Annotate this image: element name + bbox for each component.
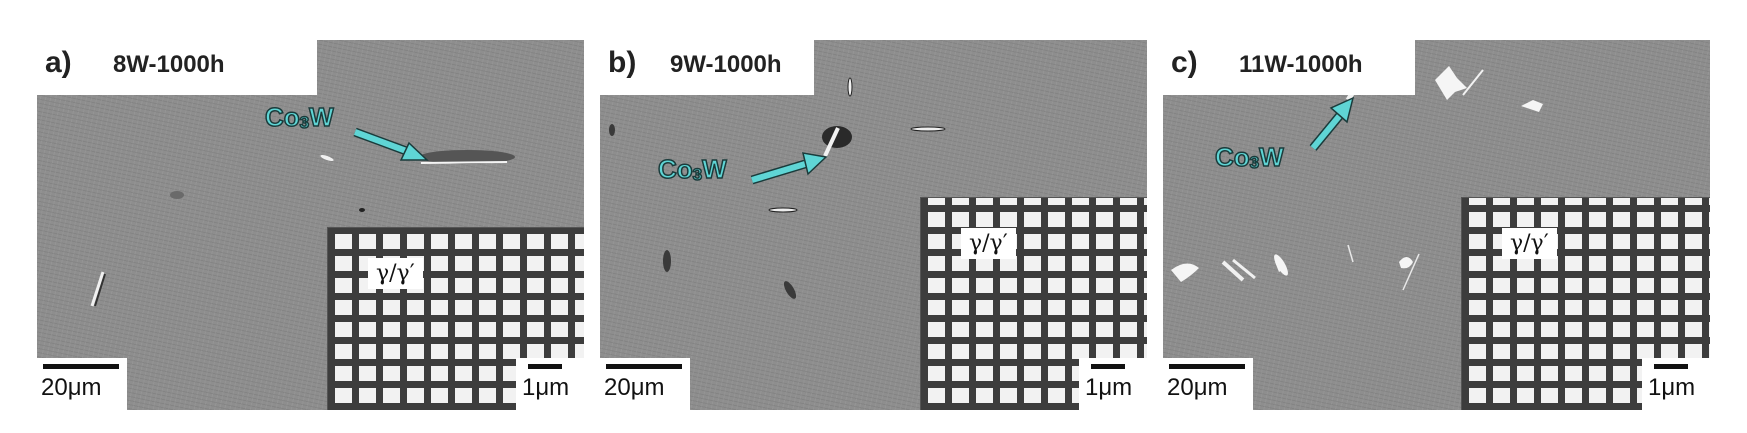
panel-header: b) 9W-1000h	[600, 40, 814, 95]
scale-bar-main: 20μm	[1163, 358, 1253, 410]
co3w-annotation: Co3W	[264, 101, 334, 133]
scale-bar-line	[528, 364, 562, 369]
scale-bar-label: 20μm	[1167, 374, 1228, 401]
tem-inset: γ/γ′ 1μm	[1461, 197, 1710, 410]
scale-bar-line	[1654, 364, 1688, 369]
scale-bar-inset: 1μm	[1079, 358, 1147, 410]
phase-label: γ/γ′	[1502, 228, 1557, 259]
scale-bar-inset: 1μm	[516, 358, 584, 410]
tem-inset: γ/γ′ 1μm	[920, 197, 1147, 410]
co3w-annotation: Co3W	[657, 153, 727, 185]
panel-title: 11W-1000h	[1239, 51, 1363, 78]
scale-bar-main: 20μm	[37, 358, 127, 410]
panel-header: c) 11W-1000h	[1163, 40, 1415, 95]
scale-bar-label: 1μm	[1648, 374, 1696, 401]
panel-letter: c)	[1171, 46, 1198, 79]
panel-header: a) 8W-1000h	[37, 40, 317, 95]
co3w-annotation: Co3W	[1214, 141, 1284, 173]
panel-title: 8W-1000h	[113, 51, 225, 78]
scale-bar-inset: 1μm	[1642, 358, 1710, 410]
micrograph-panel-a: a) 8W-1000h Co3W γ/γ′ 1μm 20μm	[37, 40, 584, 410]
scale-bar-label: 20μm	[604, 374, 665, 401]
scale-bar-label: 20μm	[41, 374, 102, 401]
scale-bar-main: 20μm	[600, 358, 690, 410]
scale-bar-line	[43, 364, 119, 369]
phase-label: γ/γ′	[368, 258, 423, 289]
scale-bar-line	[1169, 364, 1245, 369]
scale-bar-label: 1μm	[522, 374, 570, 401]
tem-inset: γ/γ′ 1μm	[327, 227, 584, 410]
scale-bar-line	[606, 364, 682, 369]
panel-letter: a)	[45, 46, 72, 79]
scale-bar-label: 1μm	[1085, 374, 1133, 401]
micrograph-panel-c: c) 11W-1000h Co3W γ/γ′ 1μm 20μm	[1163, 40, 1710, 410]
scale-bar-line	[1091, 364, 1125, 369]
panel-title: 9W-1000h	[670, 51, 782, 78]
phase-label: γ/γ′	[961, 228, 1016, 259]
panel-letter: b)	[608, 46, 637, 79]
micrograph-panel-b: b) 9W-1000h Co3W γ/γ′ 1μm 20μm	[600, 40, 1147, 410]
